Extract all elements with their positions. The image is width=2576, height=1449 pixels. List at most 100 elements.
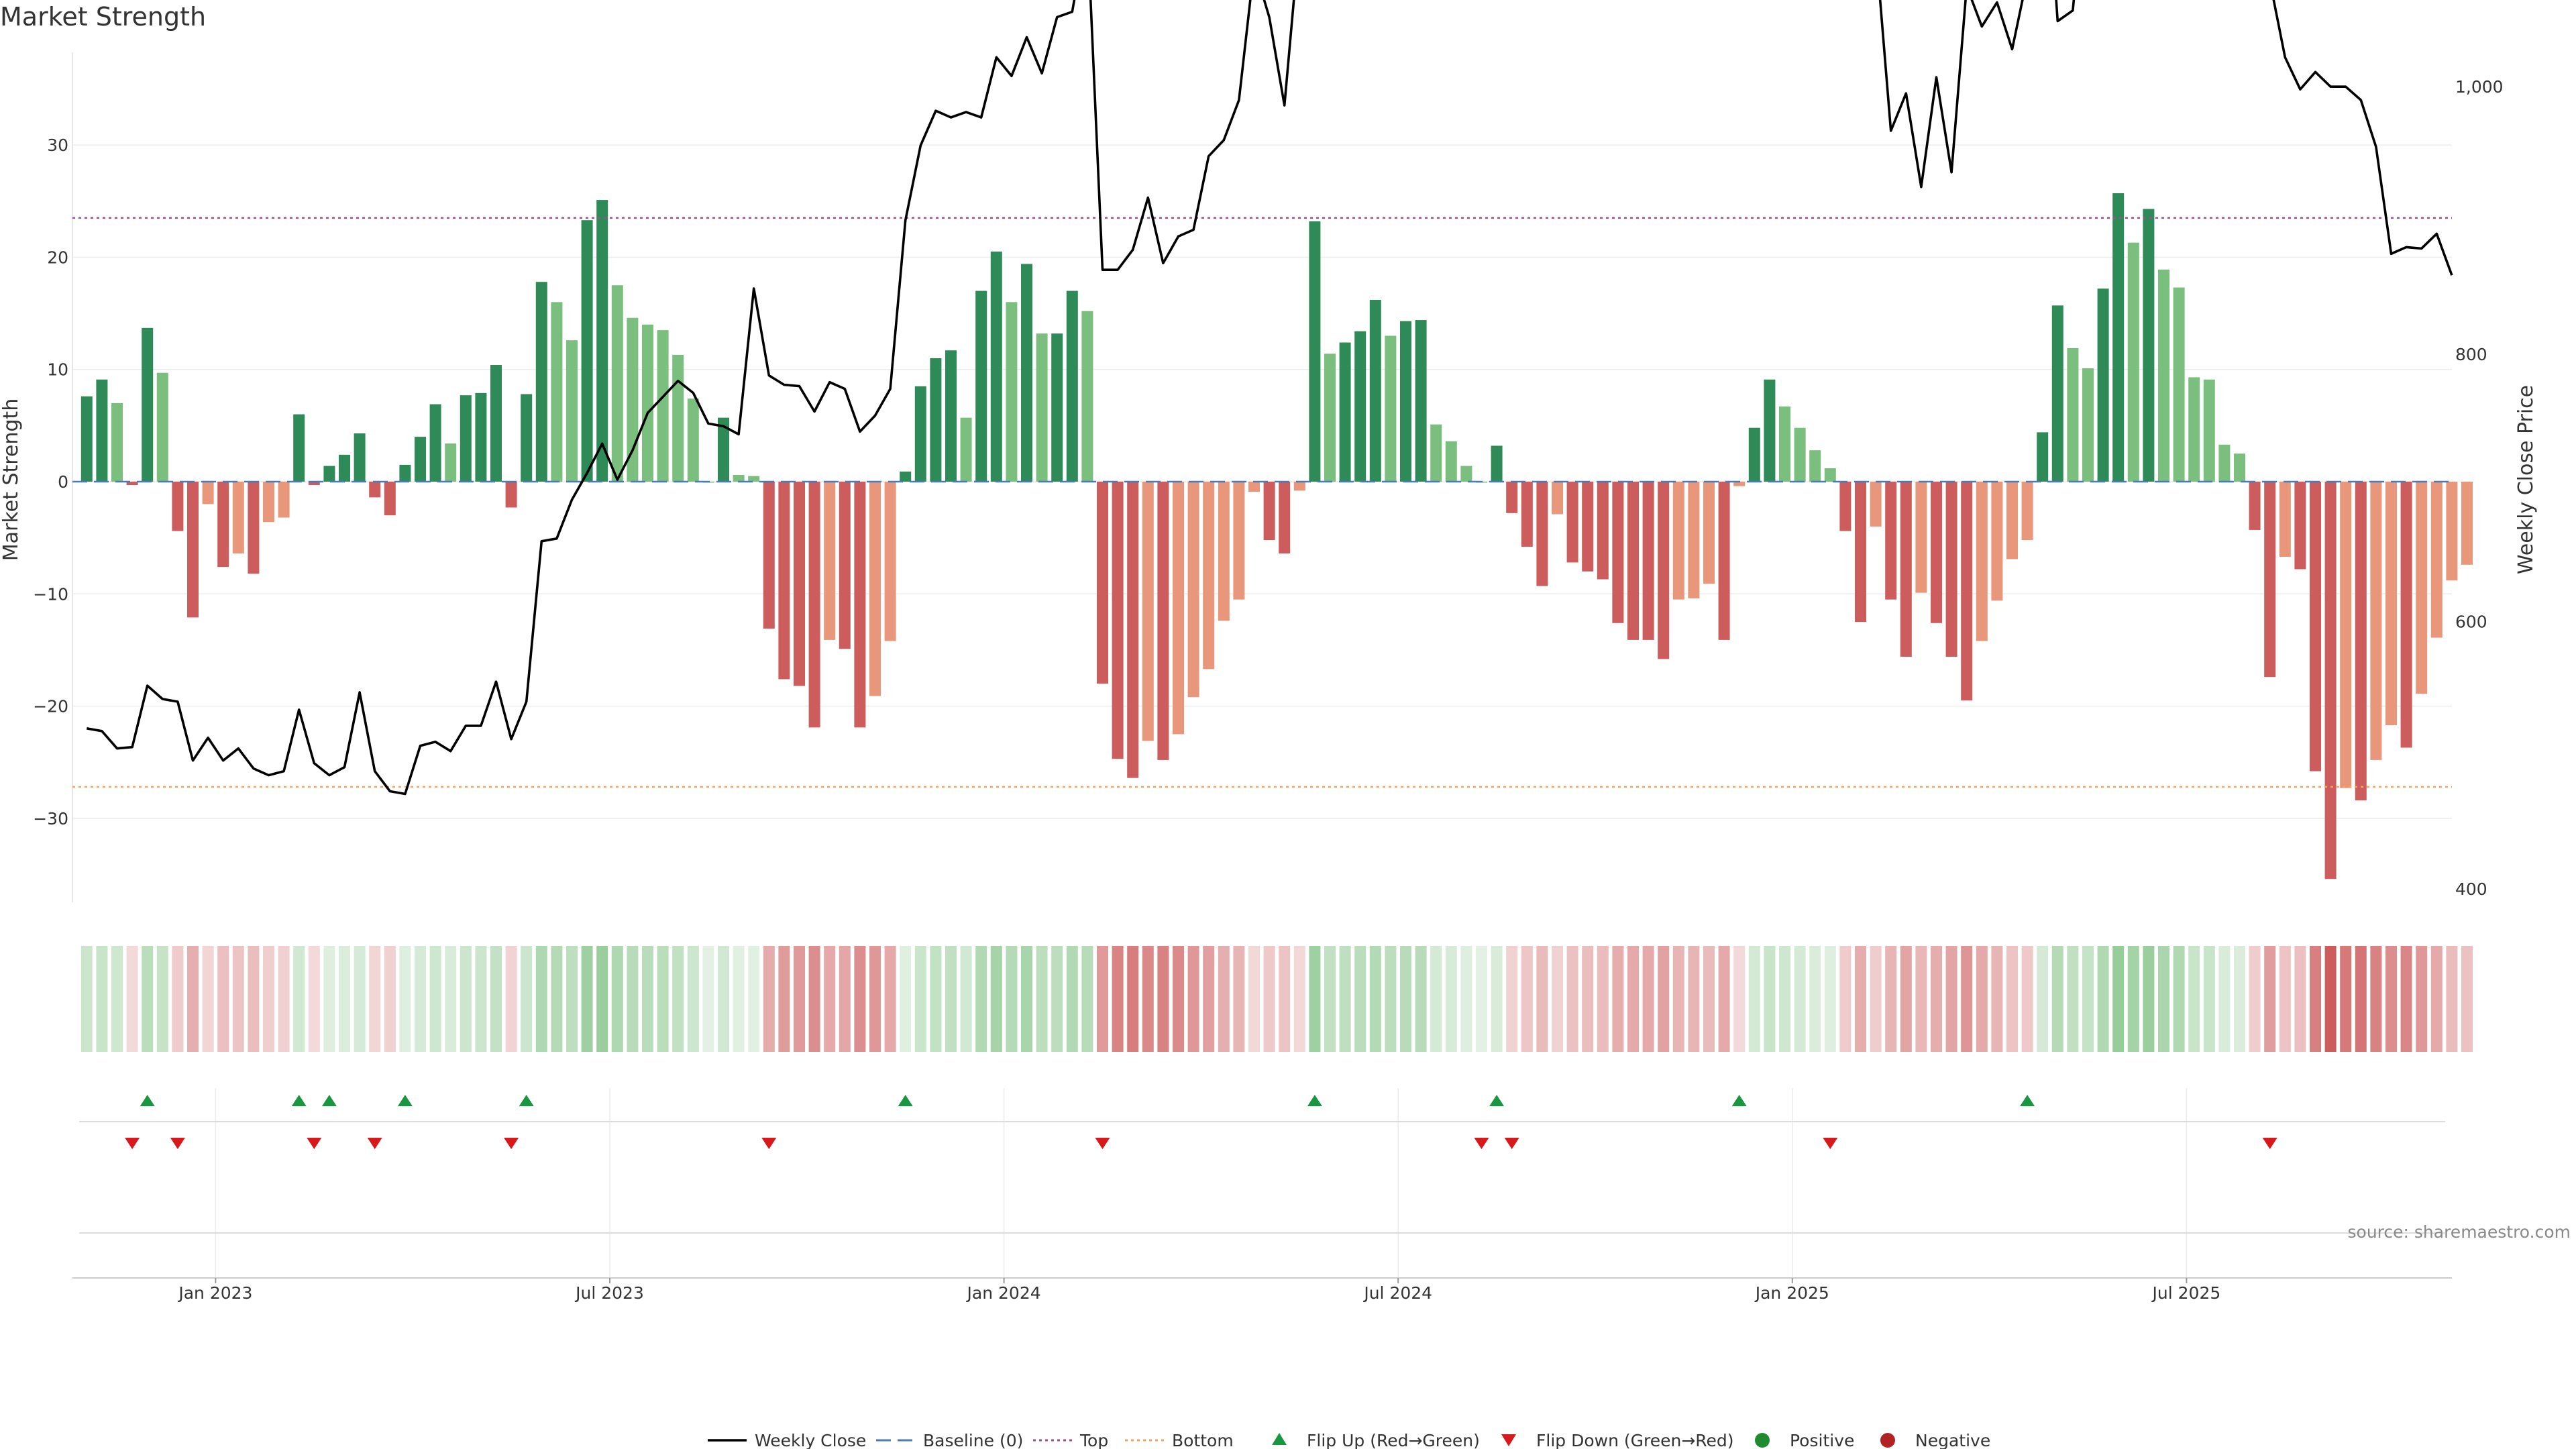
heat-cell [1081,946,1093,1052]
strength-bar [839,482,851,649]
heat-cell [2143,946,2155,1052]
legend-label: Flip Down (Green→Red) [1536,1431,1734,1449]
heat-cell [2400,946,2412,1052]
heat-cell [702,946,714,1052]
heat-cell [1476,946,1487,1052]
heat-cell [1097,946,1108,1052]
strength-bar [505,482,517,508]
heat-cell [248,946,260,1052]
flip-up-marker [1731,1095,1747,1106]
flip-up-marker [321,1095,337,1106]
heat-cell [1339,946,1351,1052]
heat-cell [1521,946,1533,1052]
strength-bar [2340,482,2352,788]
x-axis-ticks: Jan 2023 Jul 2023 Jan 2024 Jul 2024 Jan 2025… [177,1278,2220,1303]
heat-cell [1552,946,1563,1052]
heat-cell [217,946,229,1052]
heat-cell [1293,946,1305,1052]
strength-bar [1309,221,1321,482]
heat-cell [2082,946,2094,1052]
strength-bar [794,482,805,686]
strength-bar [2051,305,2063,482]
heat-cell [2021,946,2033,1052]
heat-cell [1536,946,1548,1052]
strength-bar [900,471,912,482]
strength-bar [354,433,366,482]
strength-bar [535,282,547,482]
strength-bar [1339,342,1351,482]
heat-cell [1870,946,1882,1052]
heat-cell [1066,946,1078,1052]
x-tick-label: Jul 2025 [2151,1283,2221,1303]
flip-up-marker [397,1095,413,1106]
heat-cell [323,946,335,1052]
strength-bar [2294,482,2306,570]
heat-cell [1354,946,1366,1052]
heat-cell [1157,946,1169,1052]
legend-label: Baseline (0) [923,1431,1023,1449]
strength-bar [1824,468,1836,482]
strength-bar [2203,379,2215,482]
flip-up-marker [291,1095,307,1106]
strength-bar [1536,482,1548,586]
legend-label: Bottom [1172,1431,1234,1449]
heat-cell [399,946,411,1052]
heat-cell [1824,946,1836,1052]
heat-cell [930,946,942,1052]
strength-bar [2385,482,2397,726]
flip-down-marker [1504,1138,1519,1149]
strength-bar [2264,482,2276,678]
heat-cell [1642,946,1654,1052]
y-tick-label: 0 [58,472,68,492]
heat-cell [642,946,653,1052]
heat-cell [1582,946,1594,1052]
heat-cell [1566,946,1578,1052]
strength-bar [1961,482,1973,701]
strength-bar [1733,482,1746,486]
heat-cell [718,946,729,1052]
flip-up-marker [898,1095,913,1106]
strength-bar [369,482,381,498]
heat-cell [1703,946,1715,1052]
strength-bar [1142,482,1154,741]
heat-cell [808,946,820,1052]
strength-bar [2234,453,2245,482]
strength-bar [248,482,260,574]
flip-down-marker [1095,1138,1110,1149]
heat-cell [1915,946,1927,1052]
heat-cell [1006,946,1018,1052]
heat-cell [232,946,244,1052]
heat-cell [278,946,290,1052]
strength-bars [80,193,2473,879]
strength-bar [1991,482,2003,601]
strength-bar [1931,482,1942,623]
strength-bar [1658,482,1670,659]
legend-swatch [1755,1433,1770,1448]
heat-cell [339,946,350,1052]
strength-bar [415,437,426,482]
strength-bar [2446,482,2458,581]
heat-cell [1127,946,1139,1052]
heat-cell [2051,946,2063,1052]
heat-cell [854,946,866,1052]
heat-cell [566,946,578,1052]
strength-bar [2279,482,2291,557]
strength-bar [1900,482,1912,657]
heat-cell [142,946,154,1052]
heat-cell [1733,946,1746,1052]
strength-bar [1748,427,1760,482]
strength-bar [581,220,593,482]
heat-cell [156,946,168,1052]
strength-bar [1354,331,1366,482]
flip-down-marker [504,1138,519,1149]
y-axis-label: Market Strength [0,398,23,561]
heat-cell [2097,946,2109,1052]
strength-bar [1157,482,1169,760]
strength-bar [156,372,168,482]
x-tick-label: Jul 2023 [574,1283,644,1303]
strength-bar [445,443,457,482]
strength-bar [1885,482,1897,600]
strength-bar [1809,450,1821,482]
heat-cell [1931,946,1942,1052]
heat-cell [505,946,517,1052]
